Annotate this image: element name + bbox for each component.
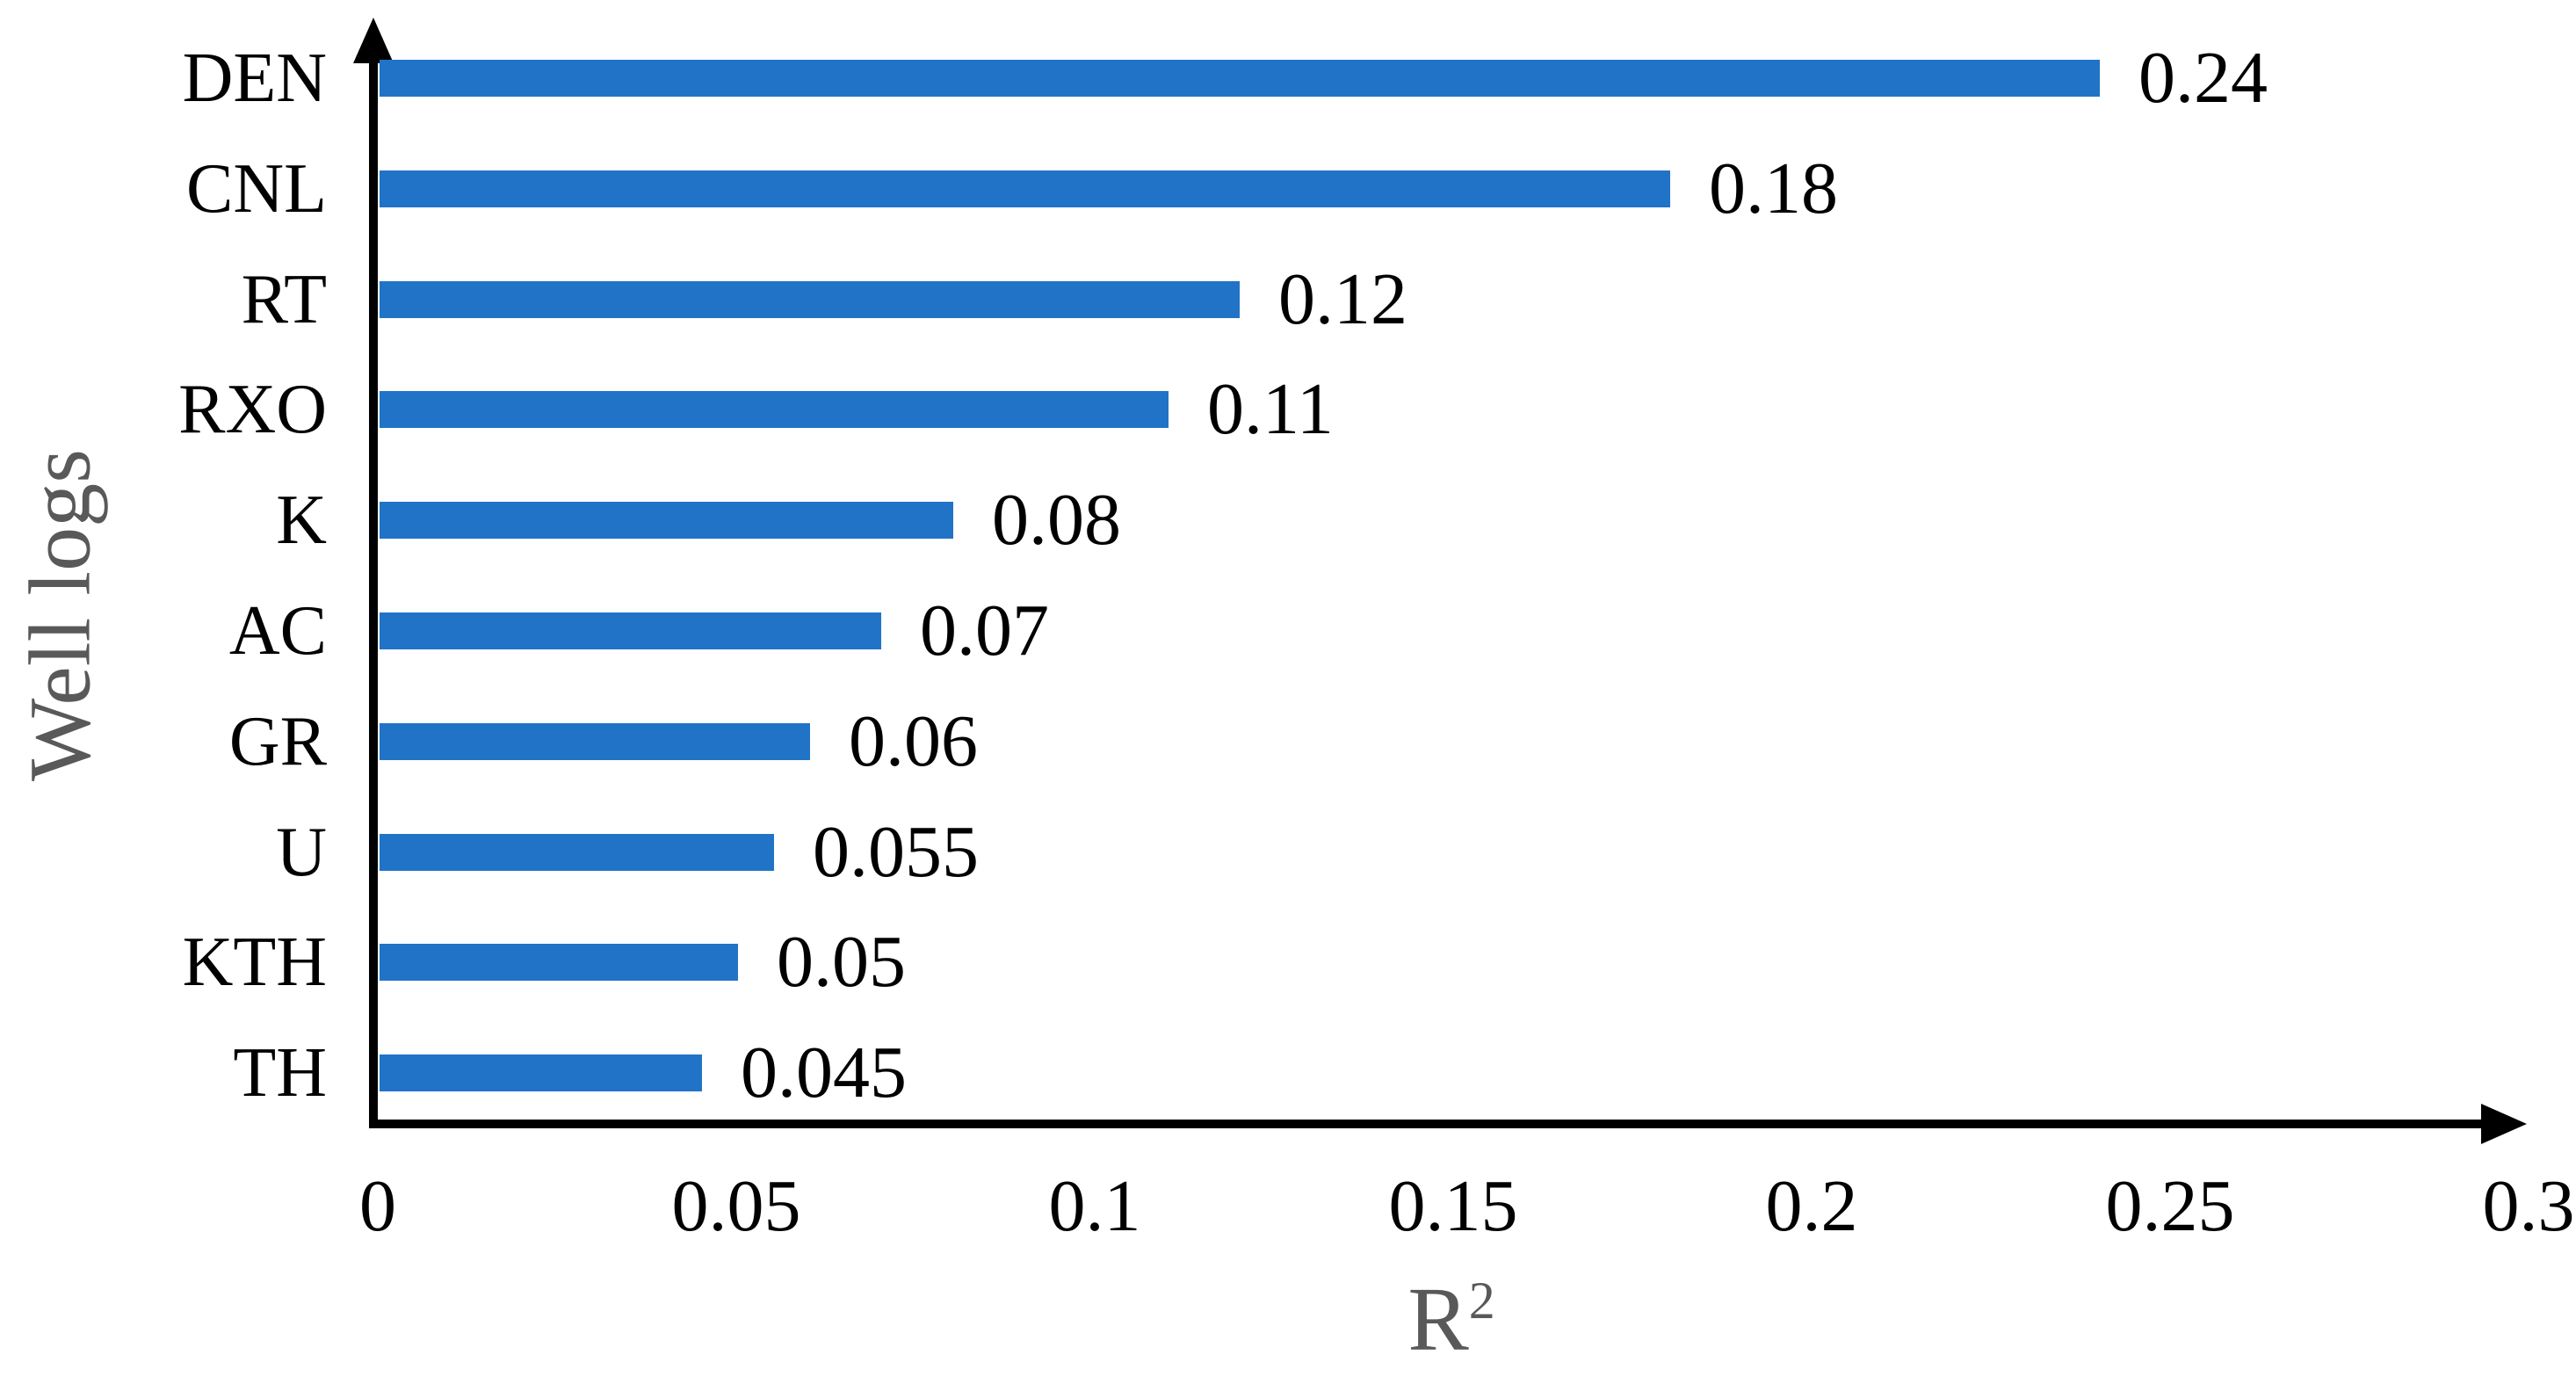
category-label: RXO [178, 371, 327, 449]
bar [380, 833, 774, 871]
category-label: GR [228, 702, 327, 780]
y-axis-arrowhead-icon [353, 18, 394, 63]
x-axis-title-superscript: 2 [1468, 1272, 1495, 1330]
x-axis-line [369, 1120, 2485, 1128]
bar-value-label: 0.18 [1709, 147, 1838, 229]
x-tick-label: 0.1 [1048, 1165, 1141, 1247]
x-axis-title-base: R [1407, 1269, 1469, 1370]
bar-value-label: 0.08 [992, 479, 1121, 562]
x-tick-label: 0.25 [2105, 1165, 2235, 1247]
bar-value-label: 0.12 [1278, 257, 1407, 340]
category-label: RT [241, 260, 327, 338]
bar [380, 280, 1240, 318]
x-axis-arrowhead-icon [2481, 1104, 2527, 1144]
bar-value-label: 0.06 [849, 699, 978, 782]
category-label: U [276, 813, 327, 891]
bar [380, 722, 810, 760]
bar [380, 170, 1670, 207]
x-tick-label: 0.3 [2482, 1165, 2575, 1247]
category-label: K [276, 482, 327, 560]
bar-value-label: 0.07 [920, 590, 1049, 671]
bar [380, 612, 881, 649]
y-axis-line [369, 44, 378, 1128]
category-label: KTH [182, 924, 327, 1002]
bar-value-label: 0.055 [813, 810, 979, 893]
bar [380, 944, 738, 982]
bar [380, 502, 953, 540]
category-label: CNL [186, 149, 327, 228]
bar-value-label: 0.05 [777, 921, 906, 1004]
x-tick-label: 0.05 [671, 1165, 801, 1247]
bar-value-label: 0.24 [2138, 37, 2268, 119]
bar [380, 391, 1169, 429]
x-tick-label: 0.2 [1765, 1165, 1858, 1247]
x-tick-label: 0 [359, 1165, 396, 1247]
category-label: AC [228, 592, 327, 670]
bar-value-label: 0.11 [1207, 368, 1334, 451]
x-tick-label: 0.15 [1388, 1165, 1518, 1247]
category-label: DEN [182, 40, 327, 117]
bar [380, 60, 2100, 97]
category-label: TH [233, 1034, 327, 1112]
x-axis-title: R2 [1407, 1267, 1494, 1372]
bar [380, 1054, 702, 1092]
bar-value-label: 0.045 [741, 1032, 907, 1114]
